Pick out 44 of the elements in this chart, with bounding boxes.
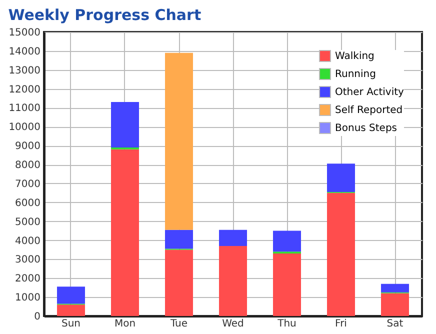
legend-label: Self Reported — [335, 105, 403, 116]
bar — [381, 284, 409, 292]
y-tick-label: 9000 — [15, 141, 40, 152]
x-tick-label: Wed — [222, 318, 244, 330]
x-tick-label: Sat — [386, 318, 404, 330]
bar — [111, 102, 139, 148]
bar — [273, 230, 301, 252]
legend-label: Bonus Steps — [335, 123, 398, 134]
legend-label: Walking — [335, 51, 374, 62]
y-tick-label: 6000 — [15, 198, 40, 209]
bar — [57, 304, 85, 316]
y-tick-label: 5000 — [15, 216, 40, 228]
bar — [111, 149, 139, 316]
x-tick-label: Sun — [61, 318, 81, 330]
y-tick-label: 4000 — [15, 236, 40, 247]
y-tick-label: 10000 — [8, 122, 40, 134]
bar — [57, 286, 85, 304]
y-tick-label: 11000 — [8, 103, 40, 114]
y-tick-label: 7000 — [15, 178, 40, 190]
x-tick-label: Thu — [276, 318, 296, 330]
legend-label: Other Activity — [335, 87, 404, 98]
bar — [381, 293, 409, 316]
y-tick-label: 2000 — [15, 274, 40, 285]
y-tick-label: 15000 — [8, 28, 40, 38]
bar — [219, 230, 247, 246]
y-tick-label: 14000 — [8, 46, 40, 58]
bar — [219, 246, 247, 316]
y-tick-label: 8000 — [15, 160, 40, 172]
y-tick-label: 1000 — [15, 292, 40, 304]
x-tick-label: Mon — [114, 318, 136, 330]
bar — [165, 52, 193, 230]
y-tick-label: 3000 — [15, 254, 40, 266]
chart-title: Weekly Progress Chart — [8, 6, 202, 24]
x-tick-label: Fri — [335, 318, 347, 330]
bar — [165, 230, 193, 249]
y-tick-label: 0 — [34, 312, 40, 322]
bar — [165, 250, 193, 316]
bar — [327, 192, 355, 316]
y-tick-label: 13000 — [8, 65, 40, 76]
bar — [273, 254, 301, 316]
legend-label: Running — [335, 69, 376, 80]
y-tick-label: 12000 — [8, 84, 40, 96]
bar — [327, 164, 355, 192]
x-tick-label: Tue — [169, 318, 188, 330]
